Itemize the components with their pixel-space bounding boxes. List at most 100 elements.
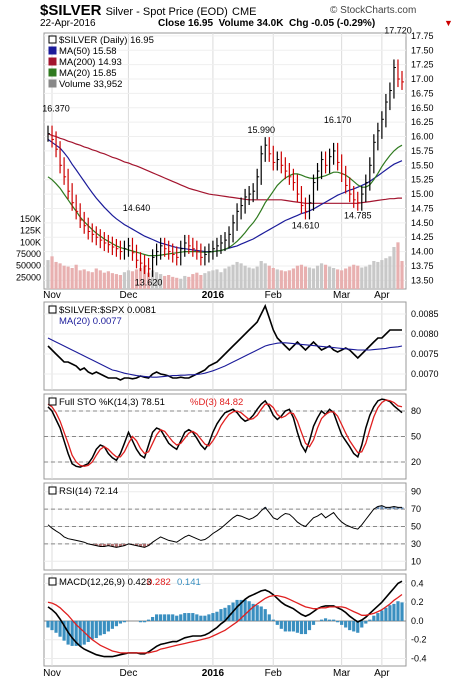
volume-bar xyxy=(400,261,404,289)
legend-label: MA(200) 14.93 xyxy=(59,57,122,68)
macd-histogram-bar xyxy=(243,599,247,621)
macd-histogram-bar xyxy=(155,614,159,621)
y-tick-label: 15.25 xyxy=(411,175,434,185)
close-value: Close 16.95 xyxy=(158,18,214,29)
macd-histogram-bar xyxy=(291,620,295,632)
y-tick-label: 0.0075 xyxy=(411,349,439,359)
macd-histogram-bar xyxy=(303,620,308,635)
y-tick-label: 16.75 xyxy=(411,88,434,98)
volume-bar xyxy=(384,258,388,289)
y-tick-label: -0.2 xyxy=(411,635,427,645)
macd-histogram-bar xyxy=(58,620,62,637)
macd-histogram-bar xyxy=(54,620,58,633)
macd-histogram-bar xyxy=(62,620,66,641)
y-tick-label: 0.0085 xyxy=(411,309,439,319)
volume-bar xyxy=(255,266,259,289)
y-tick-label: 0.2 xyxy=(411,597,424,607)
legend-label: %D(3) 84.82 xyxy=(190,397,243,408)
macd-histogram-bar xyxy=(203,615,207,621)
macd-histogram-bar xyxy=(267,614,271,621)
volume-bar xyxy=(352,264,356,289)
legend-label: MACD(12,26,9) 0.423 xyxy=(59,577,151,588)
volume-bar xyxy=(372,261,376,289)
legend-swatch xyxy=(48,68,57,77)
macd-histogram-bar xyxy=(336,620,340,623)
macd-histogram-bar xyxy=(251,603,255,621)
volume-tick-label: 125K xyxy=(20,226,41,236)
volume-bar xyxy=(191,274,195,289)
volume-tick-label: 75000 xyxy=(16,249,41,259)
volume-bar xyxy=(303,266,308,289)
volume-bar xyxy=(114,274,118,289)
x-tick-label: Nov xyxy=(43,290,61,301)
macd-histogram-bar xyxy=(323,618,328,621)
macd-histogram-bar xyxy=(223,607,227,621)
macd-histogram-bar xyxy=(235,599,239,621)
price-annotation: 14.640 xyxy=(123,203,151,213)
macd-histogram-bar xyxy=(106,620,110,632)
macd-histogram-bar xyxy=(307,620,312,631)
macd-histogram-bar xyxy=(175,615,179,621)
quote-line: Close 16.95 Volume 34.0K Chg -0.05 (-0.2… xyxy=(158,18,375,29)
y-tick-label: 14.75 xyxy=(411,203,434,213)
y-tick-label: 13.75 xyxy=(411,261,434,271)
macd-histogram-bar xyxy=(215,611,219,621)
volume-bar xyxy=(58,263,62,289)
macd-histogram-bar xyxy=(396,601,400,621)
volume-bar xyxy=(243,265,247,289)
volume-value: Volume 34.0K xyxy=(218,18,284,29)
x-tick-label: Nov xyxy=(43,668,61,679)
volume-bar xyxy=(98,270,102,289)
brand: © StockCharts.com xyxy=(330,5,417,16)
macd-histogram-bar xyxy=(146,619,151,621)
series-line-signal xyxy=(47,593,403,654)
volume-bar xyxy=(215,269,219,289)
macd-histogram-bar xyxy=(179,614,183,621)
down-arrow-icon: ▼ xyxy=(444,18,453,28)
volume-bar xyxy=(122,272,127,289)
macd-histogram-bar xyxy=(46,620,50,628)
macd-histogram-bar xyxy=(219,609,223,621)
macd-histogram-bar xyxy=(376,613,380,621)
legend-swatch xyxy=(48,57,57,66)
volume-bar xyxy=(307,267,312,289)
volume-bar xyxy=(203,273,207,289)
macd-histogram-bar xyxy=(150,616,155,621)
series-line-ma-20- xyxy=(47,337,403,378)
y-tick-label: 14.00 xyxy=(411,247,434,257)
macd-histogram-bar xyxy=(255,605,259,621)
volume-bar xyxy=(247,267,251,289)
y-tick-label: 70 xyxy=(411,504,421,514)
volume-bar xyxy=(319,263,324,289)
volume-bar xyxy=(54,261,58,289)
volume-tick-label: 25000 xyxy=(16,272,41,282)
volume-bar xyxy=(50,256,54,289)
macd-histogram-bar xyxy=(384,607,388,621)
y-tick-label: 50 xyxy=(411,432,421,442)
volume-bar xyxy=(167,275,171,289)
volume-bar xyxy=(183,275,187,289)
volume-bar xyxy=(251,268,255,289)
volume-bar xyxy=(179,278,183,289)
legend-label: MA(50) 15.58 xyxy=(59,46,117,57)
volume-bar xyxy=(263,263,267,289)
macd-histogram-bar xyxy=(271,619,275,621)
volume-bar xyxy=(62,265,66,289)
volume-bar xyxy=(275,269,279,289)
volume-bar xyxy=(287,270,291,289)
volume-bar xyxy=(295,265,300,289)
x-tick-label: Feb xyxy=(265,290,283,301)
volume-bar xyxy=(159,274,163,289)
macd-histogram-bar xyxy=(287,620,291,632)
macd-histogram-bar xyxy=(319,619,324,621)
y-tick-label: 15.00 xyxy=(411,189,434,199)
x-tick-label: Mar xyxy=(333,668,351,679)
volume-bar xyxy=(199,275,203,289)
macd-histogram-bar xyxy=(102,620,106,635)
macd-histogram-bar xyxy=(183,613,187,621)
volume-bar xyxy=(130,271,135,289)
volume-bar xyxy=(146,272,151,289)
x-tick-label: 2016 xyxy=(202,668,225,679)
volume-bar xyxy=(299,264,304,289)
